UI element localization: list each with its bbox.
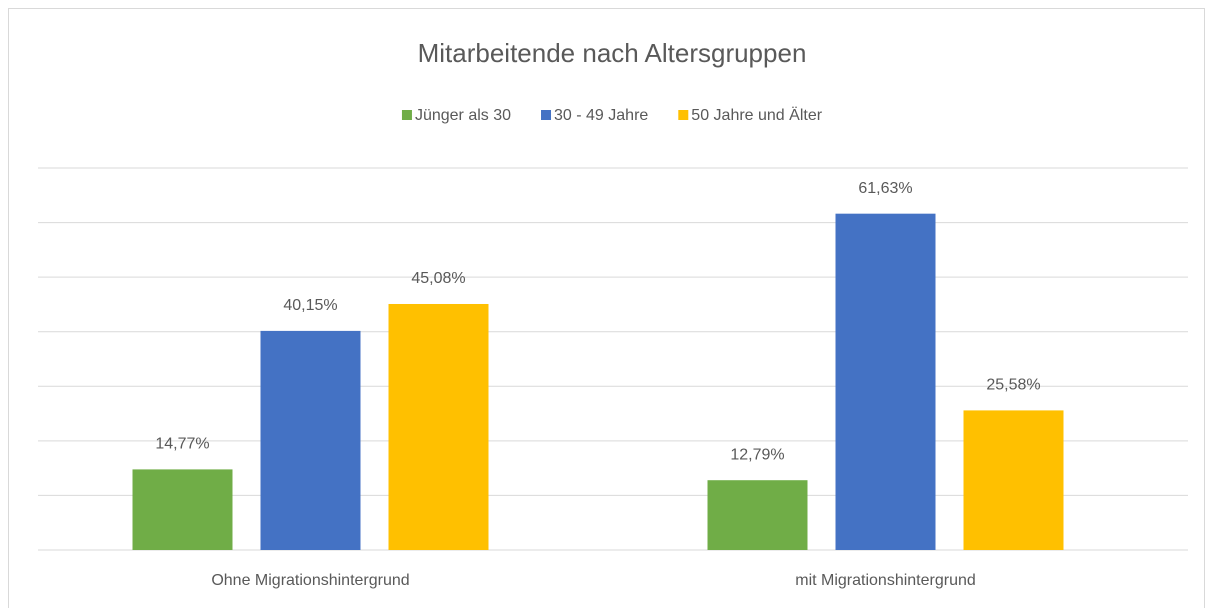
bar	[707, 480, 808, 550]
data-label: 61,63%	[858, 180, 912, 197]
bar	[835, 213, 936, 551]
bar	[132, 469, 233, 550]
data-label: 25,58%	[986, 377, 1040, 394]
data-label: 12,79%	[730, 446, 784, 463]
data-label: 45,08%	[411, 270, 465, 287]
x-tick-label: Ohne Migrationshintergrund	[211, 572, 409, 589]
legend-label: 50 Jahre und Älter	[691, 106, 822, 124]
data-label: 40,15%	[283, 297, 337, 314]
bar	[963, 410, 1064, 550]
bar	[260, 330, 361, 550]
bar	[388, 303, 489, 550]
legend-swatch	[678, 110, 689, 120]
x-tick-label: mit Migrationshintergrund	[795, 572, 976, 589]
legend-label: 30 - 49 Jahre	[554, 107, 648, 124]
chart-title: Mitarbeitende nach Altersgruppen	[418, 38, 807, 68]
legend-label: Jünger als 30	[415, 107, 511, 124]
data-label: 14,77%	[155, 436, 209, 453]
legend-swatch	[541, 110, 552, 120]
legend-swatch	[401, 110, 412, 120]
